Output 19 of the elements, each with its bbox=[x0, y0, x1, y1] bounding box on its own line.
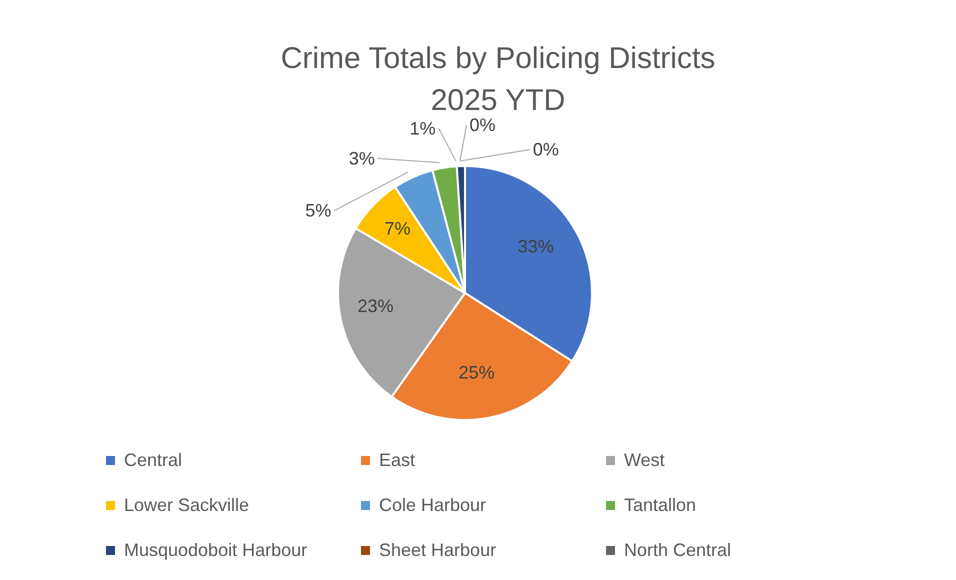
legend-label: West bbox=[624, 450, 665, 471]
data-label: 5% bbox=[305, 200, 332, 221]
data-label: 7% bbox=[384, 218, 410, 238]
data-label: 23% bbox=[358, 296, 394, 316]
data-label: 25% bbox=[458, 362, 495, 383]
text: 0% bbox=[470, 115, 496, 136]
data-label: 1% bbox=[410, 118, 436, 138]
text: 0% bbox=[532, 140, 559, 160]
legend-label: North Central bbox=[624, 540, 732, 561]
chart-title: Crime Totals by Policing Districts 2025 YTD bbox=[280, 42, 716, 117]
data-label: 33% bbox=[518, 236, 554, 256]
legend-label: Lower Sackville bbox=[124, 495, 250, 516]
legend-label: Central bbox=[124, 450, 182, 471]
legend-label: Musquodoboit Harbour bbox=[124, 540, 308, 561]
data-label: 3% bbox=[348, 148, 375, 168]
legend-label: Sheet Harbour bbox=[379, 540, 496, 561]
legend-label: Cole Harbour bbox=[379, 495, 486, 516]
legend-label: East bbox=[379, 450, 416, 471]
legend-label: Tantallon bbox=[624, 495, 696, 516]
